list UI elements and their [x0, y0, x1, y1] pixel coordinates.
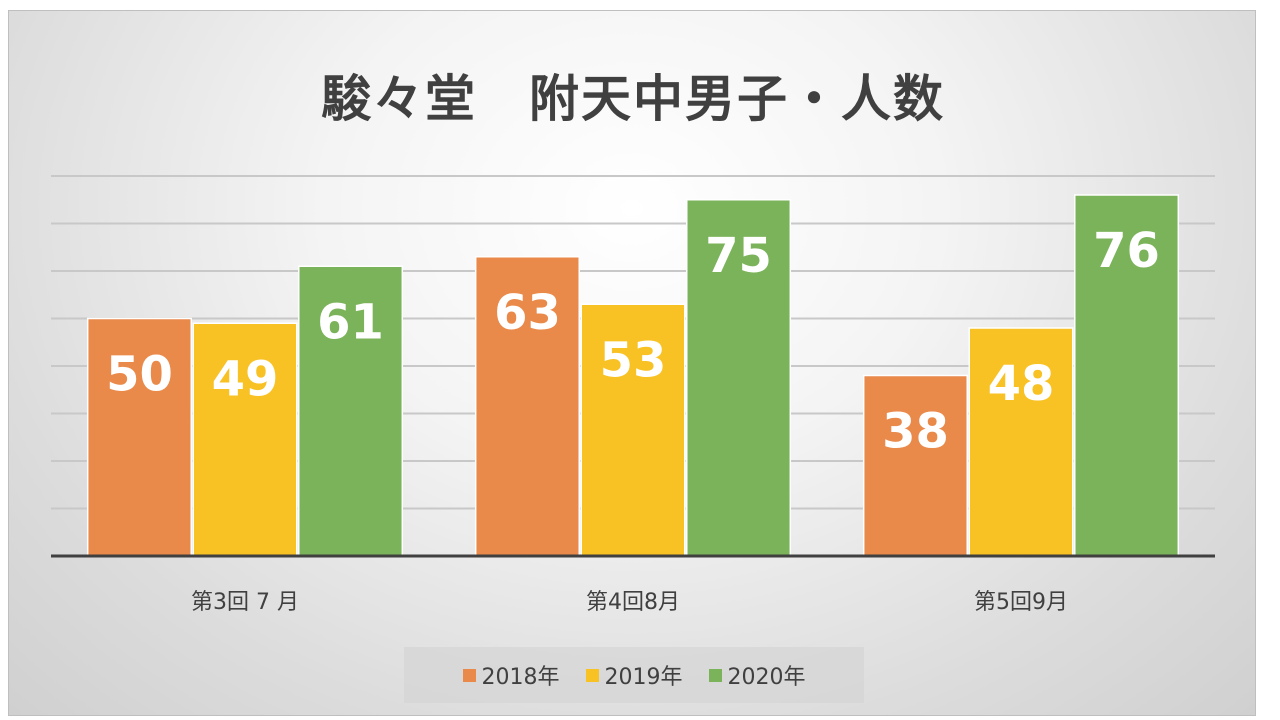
plot-area: 50 49 61 63 53 75 38 48 76 第3回 7 月 第4回8月 第5回9月	[51, 175, 1215, 615]
category-label: 第5回9月	[974, 590, 1068, 615]
bar-2020年-1	[686, 199, 792, 557]
data-label: 61	[317, 294, 384, 350]
data-label: 63	[494, 285, 561, 341]
legend-item: 2019年	[585, 659, 683, 691]
bar-2019年-1	[580, 303, 686, 557]
data-label: 75	[705, 228, 772, 284]
data-labels: 50 49 61 63 53 75 38 48 76	[106, 223, 1160, 460]
legend-label: 2020年	[727, 665, 806, 690]
data-label: 76	[1093, 223, 1160, 279]
bar-2018年-0	[86, 317, 192, 557]
legend-item: 2020年	[708, 659, 806, 691]
legend: 2018年 2019年 2020年	[404, 647, 864, 703]
category-labels: 第3回 7 月 第4回8月 第5回9月	[191, 590, 1068, 615]
bars	[86, 194, 1180, 557]
legend-item: 2018年	[462, 659, 560, 691]
legend-swatch	[585, 668, 599, 682]
bar-2018年-1	[474, 256, 580, 557]
bar-2020年-2	[1074, 194, 1180, 557]
data-label: 50	[106, 347, 173, 403]
legend-swatch	[708, 668, 722, 682]
data-label: 48	[988, 356, 1055, 412]
chart-title: 駿々堂 附天中男子・人数	[321, 70, 945, 128]
bar-2018年-2	[862, 374, 968, 557]
bar-2019年-0	[192, 322, 298, 557]
data-label: 38	[882, 404, 949, 460]
category-label: 第4回8月	[586, 590, 680, 615]
data-label: 49	[212, 351, 279, 407]
bar-2020年-0	[298, 265, 404, 557]
data-label: 53	[600, 332, 667, 388]
legend-label: 2018年	[481, 665, 560, 690]
legend-label: 2019年	[604, 665, 683, 690]
chart-frame: 駿々堂 附天中男子・人数 50 49 61 63 53 75 38 48 76 第3回 7 月第…	[8, 10, 1256, 716]
bar-2019年-2	[968, 327, 1074, 557]
category-label: 第3回 7 月	[191, 590, 299, 615]
legend-swatch	[462, 668, 476, 682]
